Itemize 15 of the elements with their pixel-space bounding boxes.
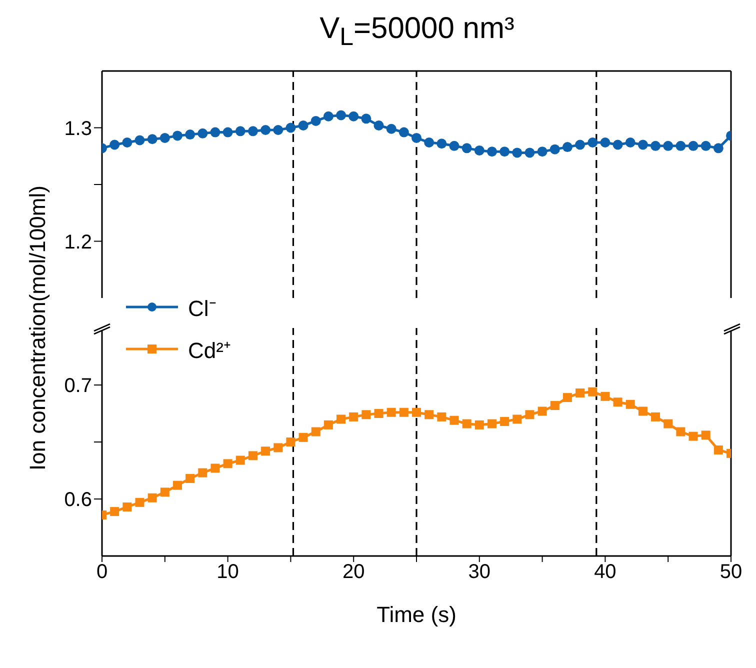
y-tick-label: 0.7 [64,375,92,398]
x-tick-label: 10 [216,561,239,584]
y-tick-label: 1.3 [64,118,92,140]
chart-title: V$_{L}$=50000 nm³ [318,12,516,52]
x-tick-label: 30 [468,561,491,584]
x-tick-label: 50 [720,561,742,584]
x-tick-label: 20 [342,561,365,584]
x-tick-label: 0 [96,561,108,584]
legend-label: Cd²⁺ [188,337,230,364]
x-axis-title: Time (s) [376,602,456,627]
y-tick-label: 0.6 [64,489,92,512]
legend-label: Cl⁻ [188,295,216,322]
x-tick-label: 40 [594,561,616,584]
y-axis-title: Ion concentration(mol/100ml) [25,186,51,470]
y-tick-label: 1.2 [64,231,92,254]
